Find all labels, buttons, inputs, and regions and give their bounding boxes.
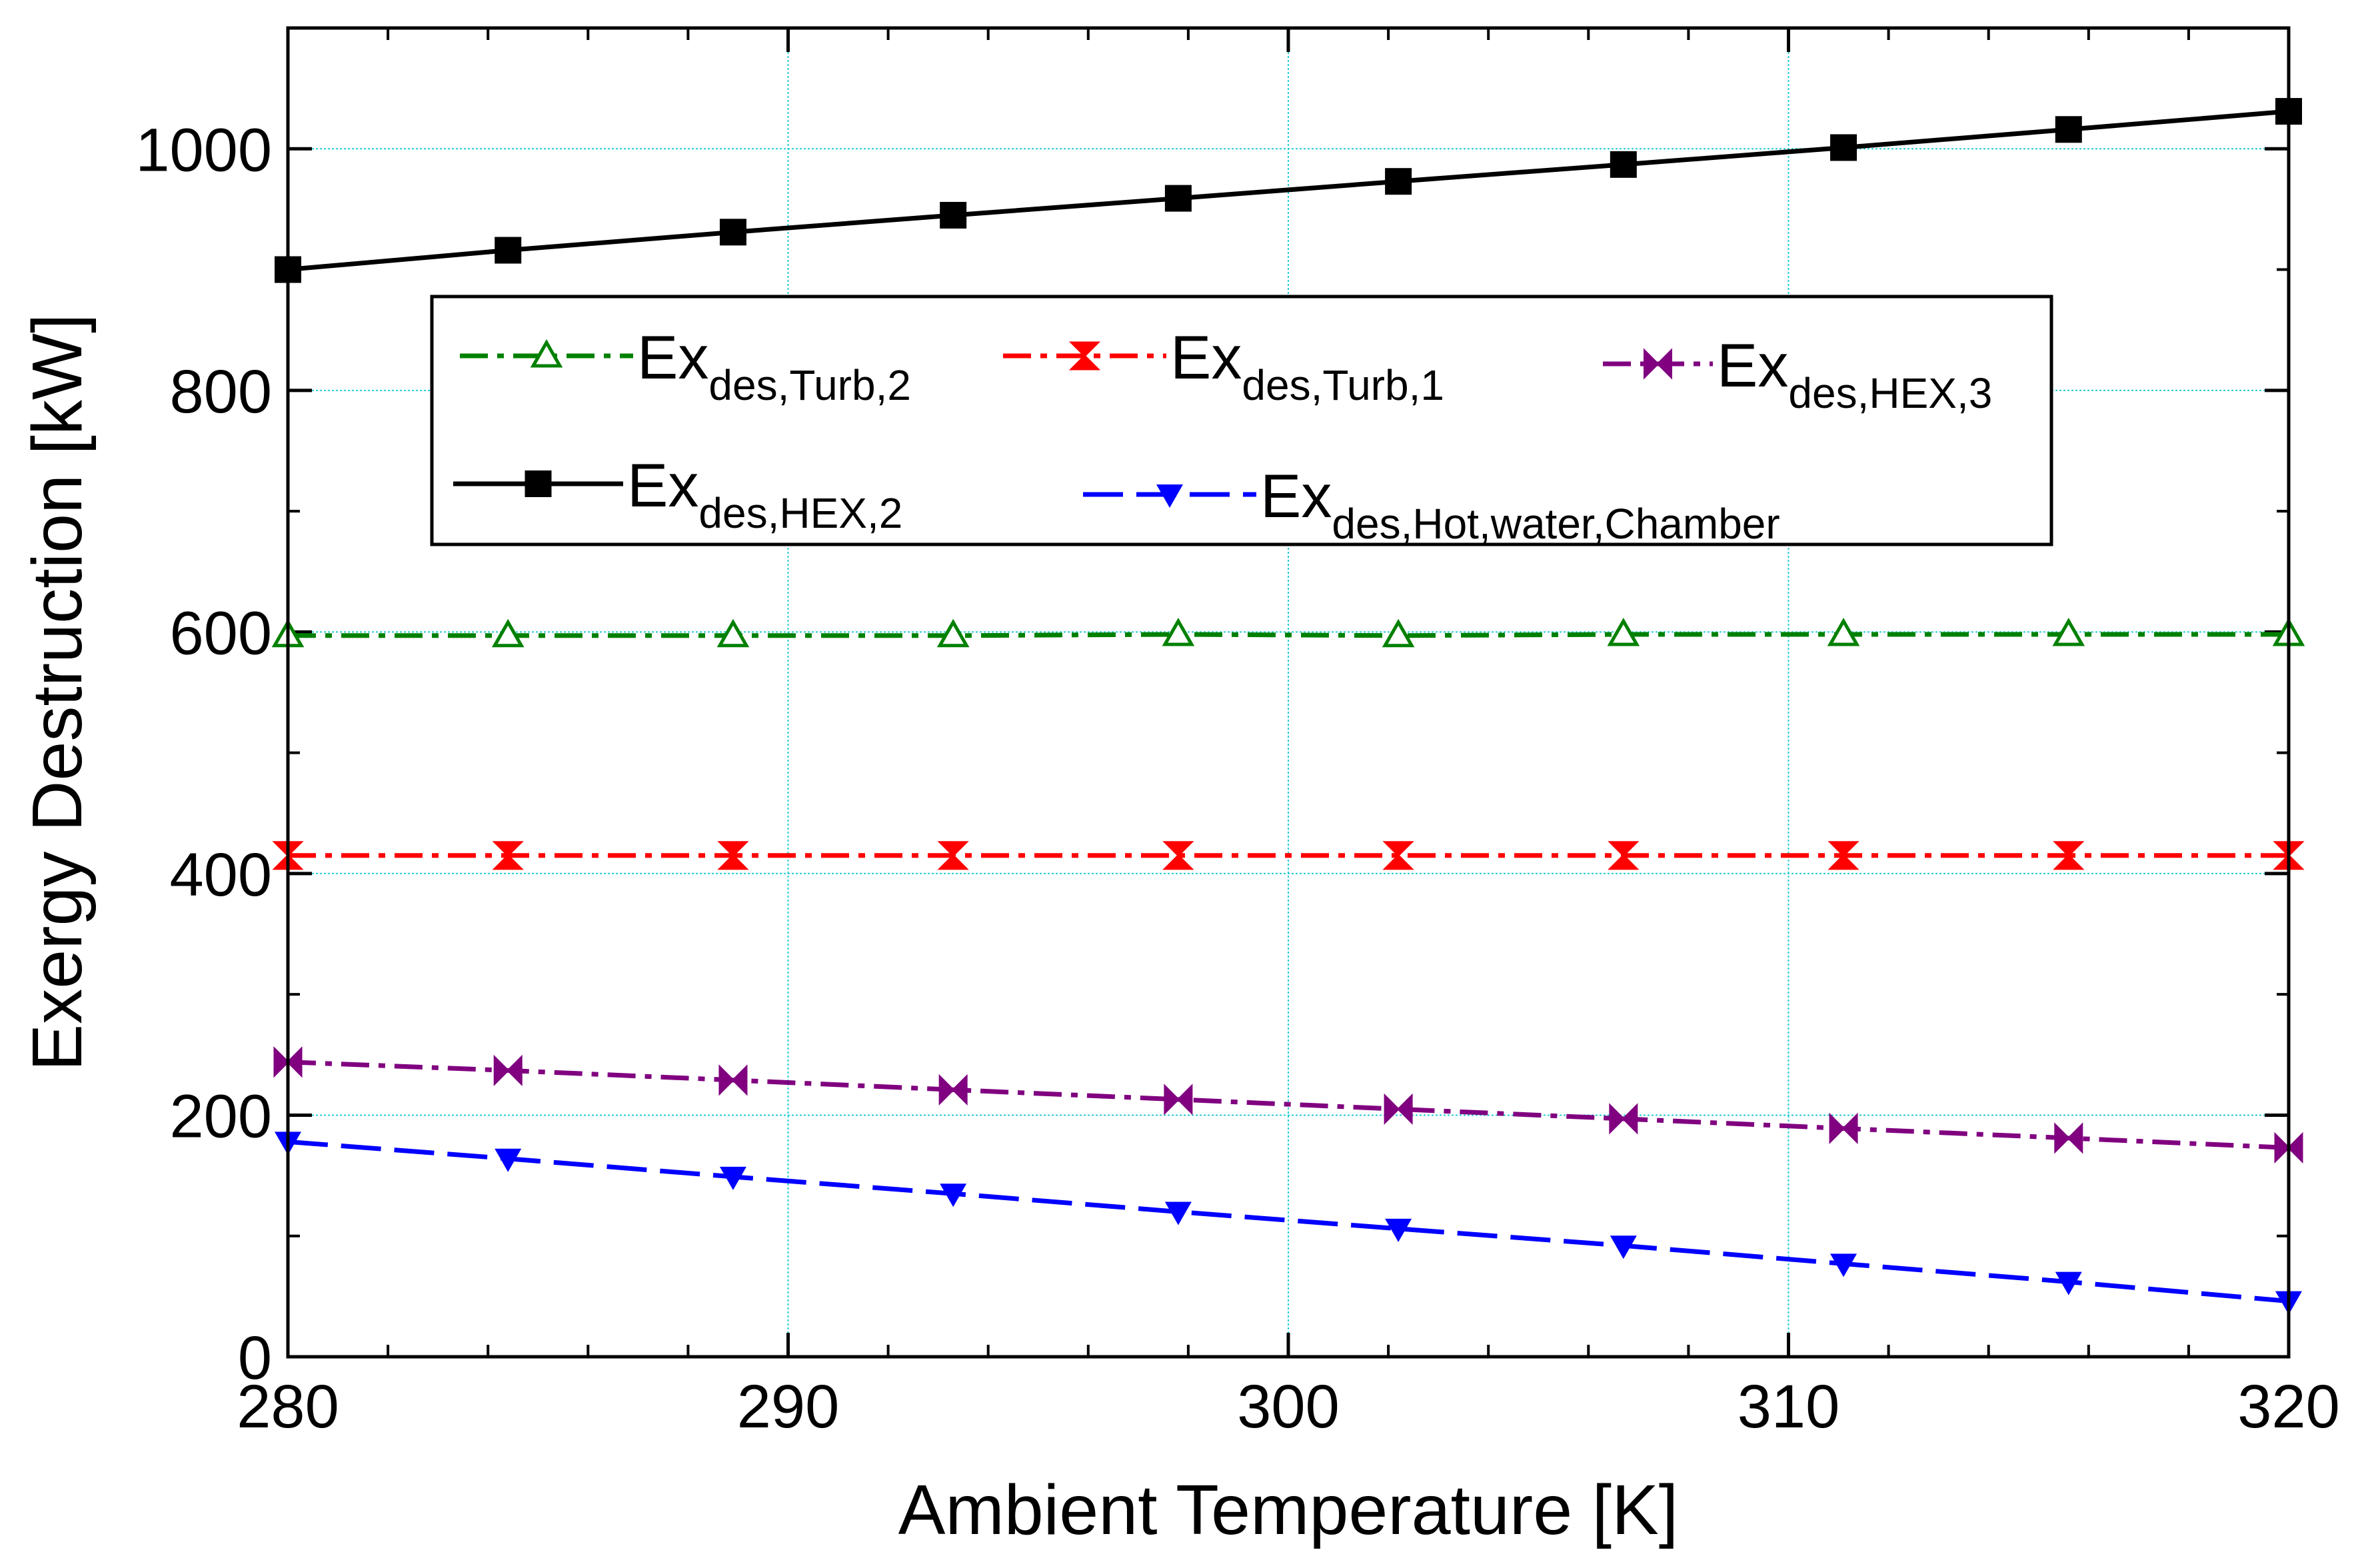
legend: Exdes,Turb,2 Exdes,Turb,1 Exdes,HEX,3Exdes… <box>430 295 2053 548</box>
series-line <box>287 1060 2289 1150</box>
grid-lines <box>288 28 2289 1357</box>
data-point <box>495 237 522 264</box>
data-point <box>1830 134 1857 161</box>
series-line <box>288 632 2289 638</box>
data-point <box>938 1074 968 1106</box>
plot-frame <box>286 26 2291 1359</box>
x-tick-labels: 280 290 300 310 320 <box>237 1373 2340 1441</box>
data-point <box>492 841 524 870</box>
data-point <box>1830 1253 1857 1277</box>
data-point <box>719 1166 746 1190</box>
data-point <box>718 1064 748 1096</box>
series-3 <box>275 98 2302 283</box>
y-tick-label: 1000 <box>135 116 272 184</box>
x-tick-label: 320 <box>2237 1373 2340 1441</box>
data-point <box>719 219 746 246</box>
legend-marker <box>1068 341 1101 371</box>
data-point <box>1164 185 1192 212</box>
y-tick-label: 200 <box>170 1082 273 1150</box>
data-point <box>2055 1271 2082 1295</box>
data-point <box>1384 1093 1413 1126</box>
data-point <box>716 618 750 648</box>
y-tick-label: 600 <box>170 599 273 667</box>
data-point <box>2052 617 2085 646</box>
y-tick-label: 800 <box>170 358 273 426</box>
data-point <box>1162 617 1195 646</box>
data-point <box>717 841 749 870</box>
legend-marker <box>1644 348 1672 380</box>
data-point <box>1162 841 1194 870</box>
y-tick-label: 0 <box>238 1324 272 1392</box>
x-tick-label: 280 <box>237 1373 339 1441</box>
data-point <box>936 618 970 648</box>
data-point <box>1164 1201 1192 1225</box>
legend-box <box>430 295 2053 546</box>
x-tick-label: 300 <box>1237 1373 1340 1441</box>
data-point <box>1382 841 1414 870</box>
data-point <box>1608 841 1640 870</box>
data-point <box>1829 1112 1858 1145</box>
data-point <box>1827 841 1859 870</box>
data-point <box>1385 1218 1412 1242</box>
data-point <box>1827 617 1860 646</box>
data-point <box>937 841 969 870</box>
series-2 <box>273 1046 2303 1164</box>
data-point <box>1610 1235 1637 1259</box>
legend-marker <box>1156 484 1183 508</box>
x-axis-title: Ambient Temperature [K] <box>898 1471 1679 1549</box>
data-point <box>1609 1103 1638 1135</box>
series-line <box>287 109 2289 273</box>
data-point <box>1382 618 1415 648</box>
data-point <box>493 1054 523 1087</box>
data-point <box>2055 116 2082 143</box>
data-point <box>1164 1084 1193 1116</box>
series-4 <box>275 1132 2302 1315</box>
series-0 <box>271 617 2305 648</box>
data-point <box>2053 841 2085 870</box>
legend-marker <box>530 339 563 368</box>
x-tick-label: 290 <box>737 1373 840 1441</box>
series-1 <box>272 841 2305 870</box>
data-point <box>495 1148 522 1172</box>
x-tick-label: 310 <box>1738 1373 1840 1441</box>
data-point <box>940 1183 967 1207</box>
data-point <box>1607 617 1640 646</box>
y-tick-labels: 0 200 400 600 800 1000 <box>135 116 272 1392</box>
y-axis-title: Exergy Destruction [kW] <box>18 314 97 1072</box>
data-point <box>2054 1122 2083 1154</box>
data-point <box>1610 151 1637 178</box>
legend-marker <box>525 470 552 497</box>
y-tick-label: 400 <box>170 841 273 909</box>
data-point <box>491 618 525 648</box>
data-point <box>1385 168 1412 195</box>
data-point <box>940 201 967 229</box>
series-line <box>287 1139 2289 1304</box>
series-layer <box>271 98 2305 1315</box>
